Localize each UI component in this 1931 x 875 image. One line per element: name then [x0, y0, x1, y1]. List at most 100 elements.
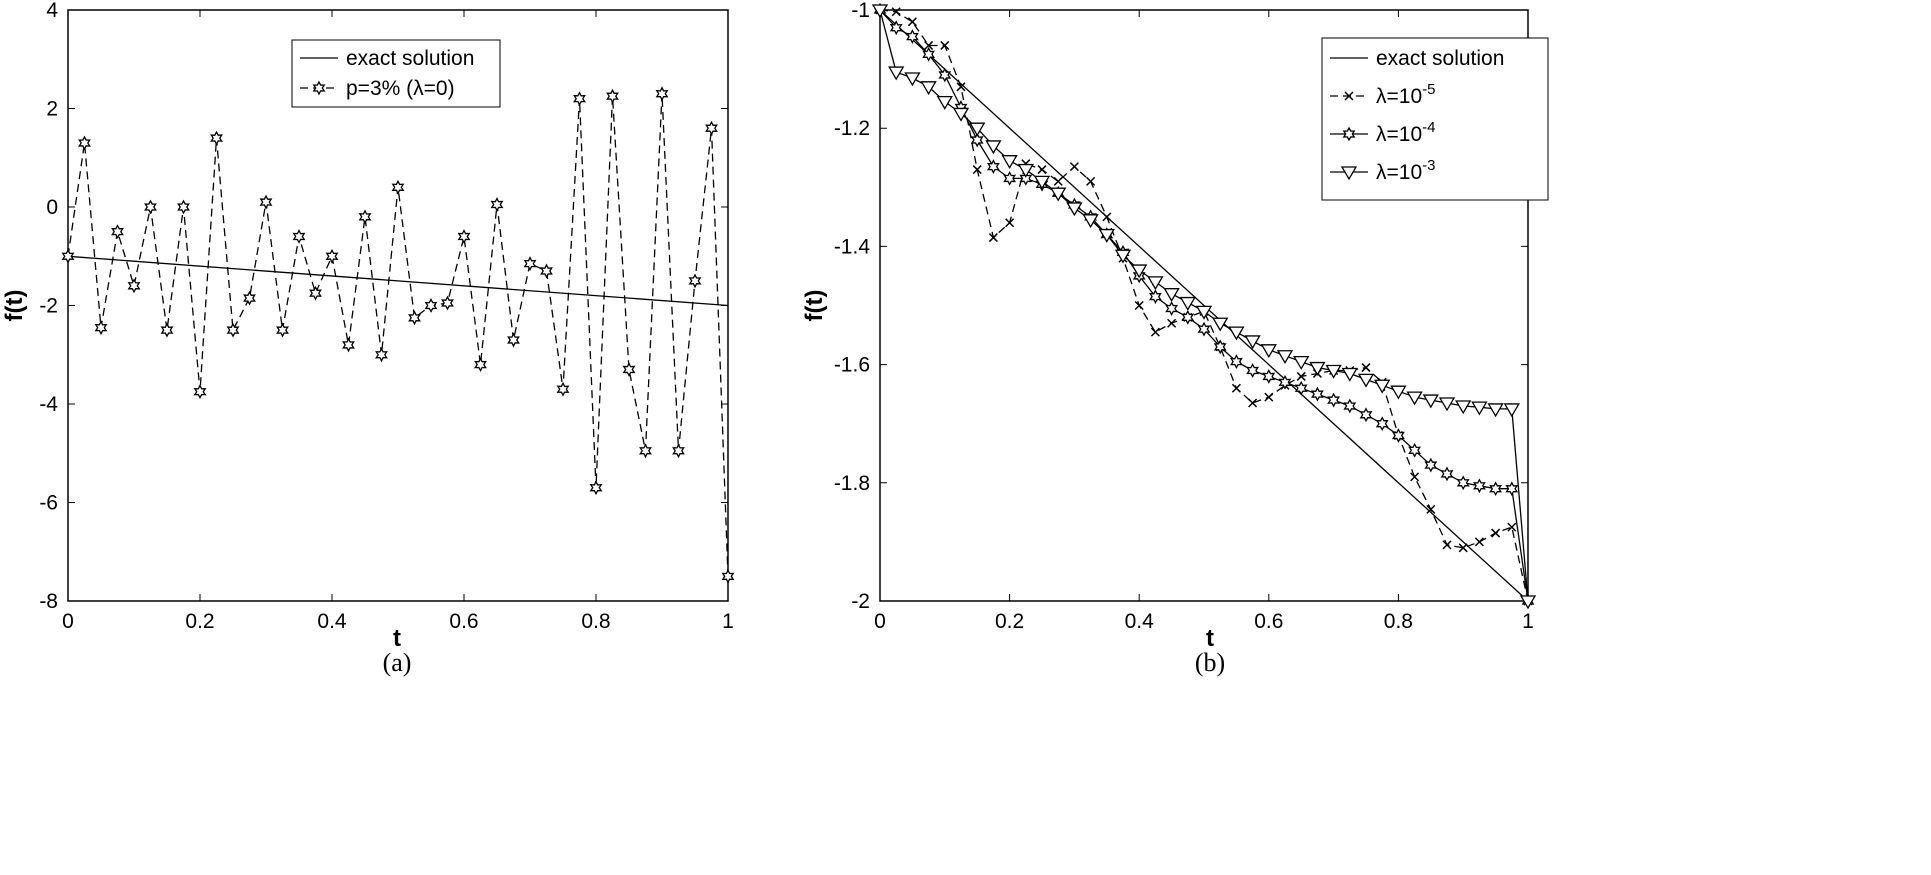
star-marker — [210, 130, 223, 146]
star-marker — [1359, 407, 1373, 423]
star-marker — [1424, 457, 1438, 473]
x-marker — [1491, 528, 1501, 538]
star-marker — [1294, 380, 1308, 396]
star-marker — [144, 199, 157, 215]
star-marker — [1003, 170, 1017, 186]
star-marker — [556, 381, 570, 397]
star-marker — [1148, 289, 1162, 304]
star-marker — [309, 285, 322, 301]
triangle-marker — [1406, 391, 1423, 406]
x-marker — [1264, 392, 1274, 402]
legend-exponent: -4 — [1422, 119, 1435, 136]
star-marker — [474, 357, 487, 373]
star-marker — [490, 197, 504, 212]
star-marker — [243, 290, 256, 306]
star-marker — [1019, 171, 1033, 186]
triangle-marker — [1276, 350, 1294, 365]
star-marker — [705, 120, 718, 136]
x-marker — [1053, 176, 1063, 186]
star-marker — [1165, 301, 1179, 316]
x-marker — [1361, 363, 1371, 373]
legend-label: p=3% (λ=0) — [346, 77, 455, 100]
star-marker — [424, 298, 438, 313]
star-marker — [1505, 481, 1519, 497]
triangle-marker — [1357, 373, 1375, 388]
y-tick-label: -2 — [851, 590, 870, 613]
x-marker — [1086, 176, 1096, 186]
triangle-marker — [1244, 335, 1261, 350]
series-line — [879, 9, 1529, 602]
y-axis-label: f(t) — [1, 290, 28, 322]
triangle-marker — [1228, 326, 1245, 341]
star-marker — [441, 295, 454, 311]
x-tick-label: 0.2 — [185, 610, 214, 633]
triangle-marker — [1260, 344, 1277, 359]
x-tick-label: 0.4 — [317, 610, 347, 633]
y-tick-label: 0 — [46, 196, 58, 219]
series-1 — [61, 86, 735, 584]
star-marker — [276, 322, 289, 338]
x-marker — [1507, 522, 1517, 532]
triangle-marker — [1487, 403, 1504, 418]
x-marker — [1344, 91, 1354, 101]
star-marker — [986, 159, 1000, 175]
star-marker — [1181, 309, 1195, 325]
x-marker — [1069, 162, 1079, 172]
triangle-marker — [1098, 228, 1115, 243]
x-marker — [1102, 212, 1112, 222]
star-marker — [226, 322, 240, 338]
triangle-marker — [920, 81, 937, 96]
y-tick-label: -1.2 — [834, 117, 870, 140]
star-marker — [1342, 126, 1356, 142]
triangle-marker — [871, 4, 889, 19]
star-marker — [1391, 428, 1405, 443]
triangle-marker — [1374, 379, 1391, 394]
star-marker — [1310, 386, 1324, 402]
star-marker — [1472, 478, 1486, 494]
star-marker — [1408, 442, 1422, 458]
star-marker — [408, 310, 421, 326]
x-marker — [1442, 540, 1452, 550]
y-tick-label: -6 — [39, 492, 58, 515]
triangle-marker — [1179, 296, 1196, 311]
triangle-marker — [1001, 155, 1018, 169]
star-marker — [312, 80, 326, 96]
x-marker — [891, 7, 901, 17]
series-line — [879, 9, 1529, 602]
triangle-marker — [1519, 595, 1537, 610]
y-tick-label: 4 — [46, 0, 58, 22]
x-marker — [1005, 218, 1015, 228]
star-marker — [1229, 354, 1243, 369]
star-marker — [325, 248, 339, 264]
triangle-marker — [888, 66, 905, 81]
star-marker — [655, 86, 669, 102]
star-marker — [292, 229, 306, 244]
star-marker — [1440, 466, 1454, 482]
star-marker — [922, 46, 936, 62]
star-marker — [1197, 321, 1211, 337]
star-marker — [342, 337, 355, 353]
star-marker — [1262, 369, 1276, 384]
star-marker — [606, 88, 619, 104]
star-marker — [1456, 475, 1470, 491]
star-marker — [1327, 392, 1341, 408]
triangle-marker — [1082, 214, 1099, 229]
y-tick-label: 2 — [46, 98, 58, 121]
panel-a: 0 0.2 0.4 0.6 0.8 1 4 2 0 -2 -4 -6 -8 t f(t) (a) exact s… — [1, 0, 735, 677]
star-marker — [905, 29, 919, 45]
star-marker — [1246, 363, 1260, 378]
x-marker — [988, 233, 998, 243]
legend-label: exact solution — [1376, 47, 1504, 70]
series-0 — [879, 9, 1529, 602]
star-marker — [639, 443, 652, 459]
x-marker — [924, 40, 934, 50]
x-tick-label: 0.4 — [1125, 610, 1155, 633]
x-tick-label: 0.8 — [1384, 610, 1413, 633]
x-marker — [1167, 318, 1177, 328]
plot-area — [879, 9, 1529, 602]
star-marker — [540, 263, 553, 279]
star-marker — [127, 278, 141, 294]
star-marker — [1375, 416, 1389, 432]
y-tick-label: -1.6 — [834, 354, 870, 377]
triangle-marker — [1033, 175, 1051, 190]
